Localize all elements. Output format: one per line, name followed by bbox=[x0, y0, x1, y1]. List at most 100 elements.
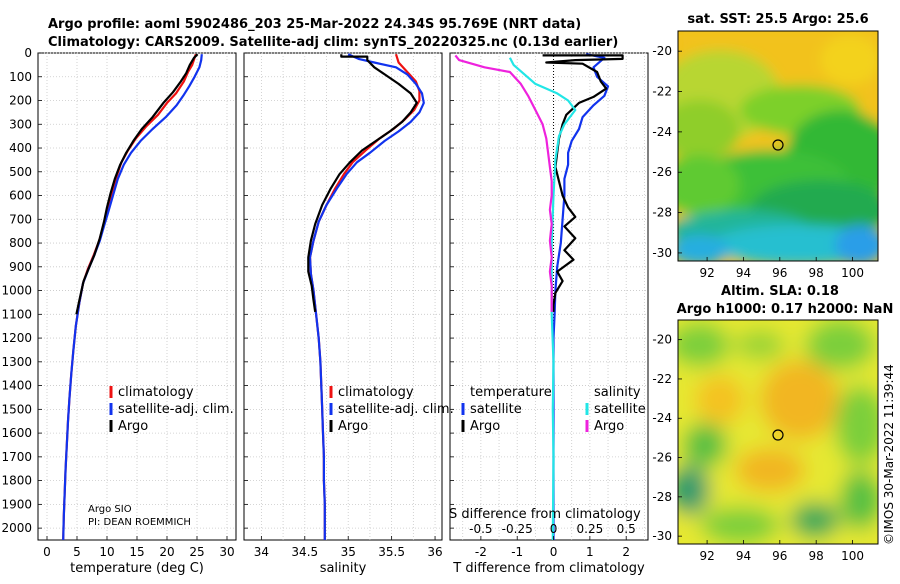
sla-map-title-2: Argo h1000: 0.17 h2000: NaN bbox=[677, 302, 894, 317]
depth-tick-label: 100 bbox=[9, 70, 32, 84]
salinity-legend-argo-label: Argo bbox=[338, 419, 368, 434]
difference-xtick-label: 2 bbox=[622, 545, 630, 559]
sst-lon-label: 92 bbox=[699, 266, 714, 280]
depth-tick-label: 700 bbox=[9, 212, 32, 226]
temperature-legend-sat-label: satellite-adj. clim. bbox=[118, 402, 234, 417]
sla-lat-label: -24 bbox=[652, 411, 672, 425]
depth-tick-label: 200 bbox=[9, 94, 32, 108]
sst-lat-label: -26 bbox=[652, 165, 672, 179]
depth-tick-label: 1600 bbox=[1, 426, 32, 440]
sst-argo-marker bbox=[772, 139, 784, 151]
sla-lon-label: 92 bbox=[699, 549, 714, 563]
temperature-series-satellite-adj-clim- bbox=[62, 54, 203, 541]
depth-tick-label: 1500 bbox=[1, 402, 32, 416]
salinity-xtick-label: 35.5 bbox=[378, 545, 405, 559]
sst-lat-label: -22 bbox=[652, 85, 672, 99]
depth-tick-label: 500 bbox=[9, 165, 32, 179]
sst-map-field bbox=[678, 31, 878, 261]
depth-tick-label: 1900 bbox=[1, 497, 32, 511]
temperature-series-argo bbox=[75, 53, 199, 315]
depth-tick-label: 1000 bbox=[1, 284, 32, 298]
sla-map-frame bbox=[677, 319, 879, 545]
s-difference-label: S difference from climatology bbox=[449, 507, 641, 522]
sst-map-frame bbox=[677, 30, 879, 262]
salinity-panel-frame bbox=[243, 52, 443, 541]
depth-tick-label: 2000 bbox=[1, 521, 32, 535]
sst-lat-label: -20 bbox=[652, 44, 672, 58]
sla-lat-label: -28 bbox=[652, 490, 672, 504]
difference-series-salinity-argo bbox=[454, 54, 553, 312]
sla-argo-marker bbox=[772, 429, 784, 441]
sst-lon-label: 96 bbox=[772, 266, 787, 280]
sla-lat-label: -26 bbox=[652, 451, 672, 465]
depth-tick-label: 1800 bbox=[1, 474, 32, 488]
depth-tick-label: 400 bbox=[9, 141, 32, 155]
difference-xtick-label: -2 bbox=[475, 545, 487, 559]
s-difference-tick-label: 0.25 bbox=[577, 522, 604, 536]
sla-lon-label: 100 bbox=[841, 549, 864, 563]
salinity-xlabel: salinity bbox=[320, 561, 367, 576]
temperature-legend: climatology satellite-adj. clim. Argo bbox=[109, 385, 234, 434]
sla-map-title-1: Altim. SLA: 0.18 bbox=[721, 284, 839, 299]
s-difference-tick-label: 0 bbox=[550, 522, 558, 536]
s-difference-tick-label: 0.5 bbox=[617, 522, 636, 536]
difference-legend-sal-sat-label: satellite bbox=[594, 402, 646, 417]
salinity-xtick-label: 35 bbox=[341, 545, 356, 559]
depth-tick-label: 800 bbox=[9, 236, 32, 250]
temperature-xtick-label: 0 bbox=[43, 545, 51, 559]
difference-legend: temperature satellite Argo salinity sate… bbox=[461, 385, 646, 434]
sst-lon-label: 94 bbox=[736, 266, 751, 280]
sla-map-field bbox=[678, 320, 878, 544]
sla-lon-label: 94 bbox=[736, 549, 751, 563]
depth-tick-label: 1300 bbox=[1, 355, 32, 369]
depth-tick-label: 0 bbox=[24, 46, 32, 60]
salinity-legend-sat-label: satellite-adj. clim. bbox=[338, 402, 454, 417]
salinity-legend: climatology satellite-adj. clim. Argo bbox=[329, 385, 454, 434]
difference-xtick-label: -1 bbox=[511, 545, 523, 559]
s-difference-tick-label: -0.5 bbox=[469, 522, 492, 536]
difference-xtick-label: 0 bbox=[550, 545, 558, 559]
temperature-xlabel: temperature (deg C) bbox=[70, 561, 204, 576]
depth-tick-label: 1200 bbox=[1, 331, 32, 345]
header-line-2: Climatology: CARS2009. Satellite-adj cli… bbox=[48, 35, 618, 50]
temperature-legend-clim-label: climatology bbox=[118, 385, 194, 400]
temperature-xtick-label: 5 bbox=[73, 545, 81, 559]
salinity-xtick-label: 34.5 bbox=[291, 545, 318, 559]
salinity-xtick-label: 36 bbox=[427, 545, 442, 559]
difference-xtick-label: 1 bbox=[586, 545, 594, 559]
depth-tick-label: 1100 bbox=[1, 307, 32, 321]
salinity-series-argo bbox=[307, 54, 418, 313]
s-difference-tick-label: -0.25 bbox=[502, 522, 533, 536]
sst-lat-label: -30 bbox=[652, 246, 672, 260]
difference-legend-temp-sat-label: satellite bbox=[470, 402, 522, 417]
sst-lon-label: 100 bbox=[841, 266, 864, 280]
difference-legend-temp-argo-label: Argo bbox=[470, 419, 500, 434]
temperature-xtick-label: 30 bbox=[219, 545, 234, 559]
temperature-xtick-label: 20 bbox=[159, 545, 174, 559]
difference-series-salinity-satellite bbox=[508, 57, 577, 541]
sst-lon-label: 98 bbox=[809, 266, 824, 280]
temperature-legend-argo-label: Argo bbox=[118, 419, 148, 434]
difference-legend-sal-title: salinity bbox=[594, 385, 641, 400]
difference-legend-temp-title: temperature bbox=[470, 385, 552, 400]
difference-panel-frame bbox=[449, 52, 649, 541]
sla-lat-label: -30 bbox=[652, 529, 672, 543]
temperature-xtick-label: 10 bbox=[99, 545, 114, 559]
salinity-legend-clim-label: climatology bbox=[338, 385, 414, 400]
salinity-series-satellite-adj-clim- bbox=[308, 53, 425, 540]
credit-line-1: Argo SIO bbox=[88, 504, 132, 515]
credit-line-2: PI: DEAN ROEMMICH bbox=[88, 517, 191, 528]
depth-tick-label: 300 bbox=[9, 117, 32, 131]
sst-lat-label: -24 bbox=[652, 125, 672, 139]
temperature-xtick-label: 25 bbox=[189, 545, 204, 559]
header-line-1: Argo profile: aoml 5902486_203 25-Mar-20… bbox=[48, 17, 581, 32]
sst-lat-label: -28 bbox=[652, 206, 672, 220]
sla-lat-label: -20 bbox=[652, 333, 672, 347]
difference-legend-sal-argo-label: Argo bbox=[594, 419, 624, 434]
depth-tick-label: 900 bbox=[9, 260, 32, 274]
depth-tick-label: 1400 bbox=[1, 379, 32, 393]
sla-lon-label: 98 bbox=[809, 549, 824, 563]
sla-lon-label: 96 bbox=[772, 549, 787, 563]
watermark: ©IMOS 30-Mar-2022 11:39:44 bbox=[882, 364, 896, 545]
